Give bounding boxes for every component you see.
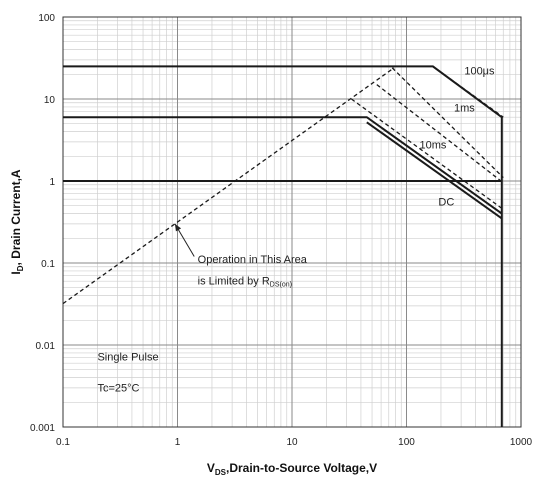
annotation-label: 10ms <box>420 139 447 151</box>
annotation-label: Operation in This Area <box>198 254 308 266</box>
annotation-label: 100μs <box>464 65 495 77</box>
plot-frame <box>62 16 522 428</box>
x-tick-label: 10 <box>286 437 298 448</box>
x-tick-label: 100 <box>398 437 415 448</box>
x-tick-label: 0.1 <box>56 437 70 448</box>
y-tick-label: 1 <box>49 177 55 188</box>
series-line <box>391 67 504 179</box>
y-tick-label: 0.1 <box>41 259 55 270</box>
series-layer <box>62 65 504 427</box>
y-tick-label: 0.001 <box>30 423 55 434</box>
series-line <box>63 65 503 427</box>
y-tick-label: 10 <box>44 95 56 106</box>
series-line <box>432 65 504 118</box>
annotation-label: Tc=25°C <box>97 383 139 395</box>
y-axis-title: ID, Drain Current,A <box>9 169 25 274</box>
annotation-label: DC <box>438 197 454 209</box>
y-tick-label: 100 <box>38 13 55 24</box>
x-tick-labels: 0.1 1 10 100 1000 <box>56 437 533 448</box>
series-line <box>351 98 504 210</box>
series-line <box>62 67 395 305</box>
series-line <box>376 84 504 184</box>
annotations: 100μs 1ms 10ms DC Operation in This Area is L… <box>97 65 495 394</box>
annotation-label: is Limited by RDS(on) <box>198 275 292 288</box>
x-axis-title: VDS,Drain-to-Source Voltage,V <box>207 461 377 477</box>
annotation-label: 1ms <box>454 103 475 115</box>
arrow-head <box>174 223 182 232</box>
annotation-label: Single Pulse <box>97 351 158 363</box>
series-line <box>366 121 503 220</box>
y-tick-label: 0.01 <box>36 341 56 352</box>
x-tick-label: 1000 <box>510 437 533 448</box>
x-tick-label: 1 <box>175 437 181 448</box>
y-tick-labels: 0.001 0.01 0.1 1 10 100 <box>30 13 55 434</box>
